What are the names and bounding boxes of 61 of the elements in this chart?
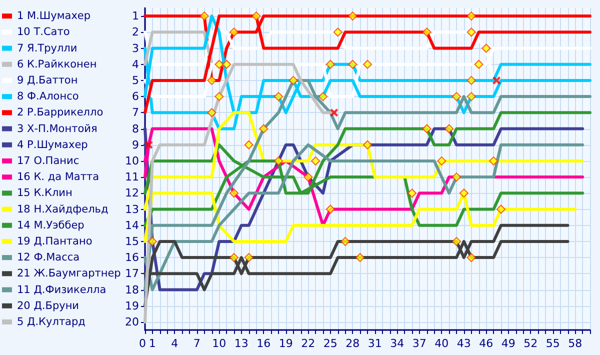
y-tick-label: 19 (125, 299, 139, 312)
y-tick-label: 14 (125, 218, 139, 232)
x-tick-label: 4 (171, 337, 178, 350)
legend-label: 3 Х-П.Монтойя (17, 122, 98, 135)
legend-label: 21 Ж.Баумгартнер (17, 268, 122, 280)
legend-label: 14 М.Уэббер (17, 219, 85, 232)
y-tick-label: 12 (125, 186, 139, 200)
x-tick-label: 22 (301, 337, 316, 350)
x-tick-label: 49 (501, 337, 516, 350)
y-tick-label: 8 (132, 122, 139, 136)
y-tick-label: 7 (132, 106, 139, 120)
legend-label: 6 К.Райкконен (17, 58, 97, 70)
y-tick-label: 10 (125, 154, 139, 168)
y-tick-label: 18 (125, 283, 139, 296)
y-tick-label: 13 (125, 202, 139, 216)
x-tick-label: 40 (434, 337, 449, 350)
legend-label: 5 Д.Култард (17, 316, 86, 328)
legend-label: 9 Д.Баттон (17, 74, 78, 86)
legend-label: 16 К. да Матта (17, 171, 100, 184)
legend-label: 2 Р.Баррикелло (17, 106, 104, 119)
legend-label: 8 Ф.Алонсо (17, 90, 79, 103)
legend-label: 12 Ф.Масса (17, 252, 80, 264)
x-tick-label: 25 (323, 337, 338, 350)
x-tick-label: 1 (148, 337, 156, 350)
legend-label: 7 Я.Трулли (17, 42, 78, 54)
x-tick-label: 0 (139, 337, 146, 350)
y-tick-label: 5 (132, 74, 139, 87)
y-tick-label: 20 (125, 315, 139, 328)
x-tick-label: 37 (412, 337, 426, 350)
legend-label: 17 О.Панис (17, 154, 80, 167)
y-tick-label: 17 (125, 267, 139, 280)
x-tick-label: 31 (368, 337, 382, 350)
y-tick-label: 3 (132, 42, 139, 55)
y-tick-label: 2 (132, 26, 139, 39)
x-tick-label: 34 (390, 337, 404, 350)
legend-label: 1 М.Шумахер (17, 10, 91, 22)
y-tick-label: 11 (125, 170, 139, 184)
x-tick-label: 7 (193, 337, 200, 350)
y-tick-label: 6 (132, 90, 139, 104)
y-tick-label: 16 (125, 251, 139, 264)
x-tick-label: 28 (346, 337, 360, 350)
legend-label: 4 Р.Шумахер (17, 138, 88, 151)
y-tick-label: 9 (132, 138, 139, 152)
x-tick-label: 43 (456, 337, 471, 350)
x-tick-label: 19 (278, 337, 293, 350)
x-tick-label: 55 (546, 337, 560, 350)
legend-label: 18 Н.Хайдфельд (17, 203, 108, 216)
legend-label: 11 Д.Физикелла (17, 284, 106, 296)
y-tick-label: 4 (132, 58, 139, 71)
y-tick-label: 1 (132, 10, 139, 23)
legend-label: 20 Д.Бруни (17, 300, 80, 312)
legend-label: 10 Т.Сато (17, 26, 70, 38)
x-tick-label: 52 (524, 337, 538, 350)
legend-label: 19 Д.Пантано (17, 235, 92, 248)
x-tick-label: 10 (212, 337, 226, 350)
x-tick-label: 46 (479, 337, 494, 350)
legend-label: 15 К.Клин (17, 187, 72, 200)
x-tick-label: 58 (568, 337, 582, 350)
x-tick-label: 16 (256, 337, 271, 350)
y-tick-label: 15 (125, 234, 139, 248)
x-tick-label: 13 (234, 337, 248, 350)
